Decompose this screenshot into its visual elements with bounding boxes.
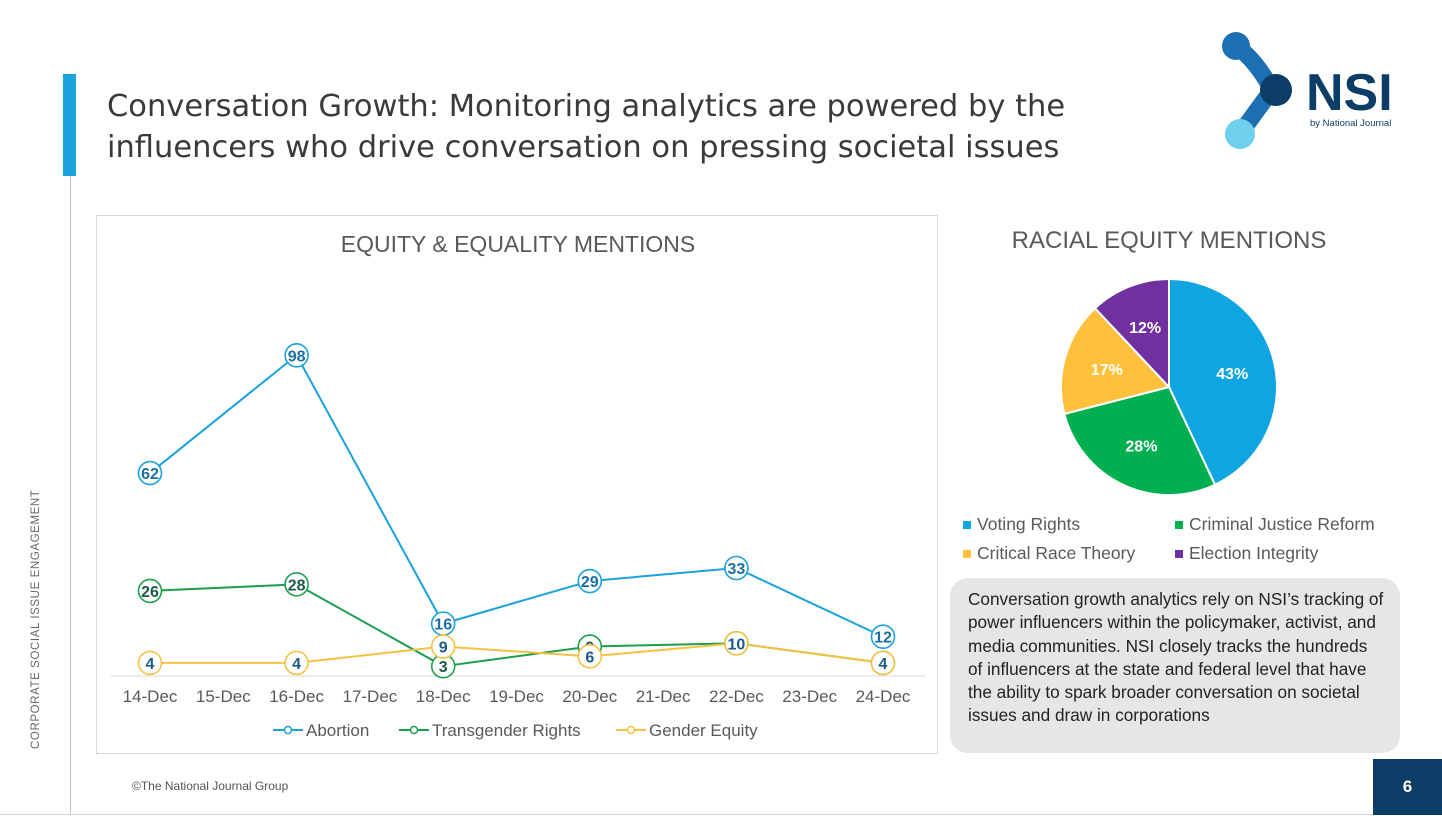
- page-title: Conversation Growth: Monitoring analytic…: [107, 86, 1167, 168]
- logo-wordmark: NSI: [1306, 64, 1393, 122]
- series-line: [149, 353, 884, 638]
- line-series-group: [149, 353, 884, 668]
- x-tick-label: 14-Dec: [123, 687, 178, 706]
- bottom-divider: [0, 814, 1442, 815]
- legend-marker-swatch: [626, 725, 636, 735]
- x-tick-label: 23-Dec: [782, 687, 837, 706]
- x-tick-label: 21-Dec: [636, 687, 691, 706]
- pie-legend-label: Election Integrity: [1189, 543, 1319, 563]
- legend-color-swatch: [963, 549, 971, 558]
- pie-slice: [1168, 277, 1278, 487]
- line-chart-title: EQUITY & EQUALITY MENTIONS: [341, 231, 695, 257]
- data-label: 16: [434, 617, 452, 634]
- legend-label: Transgender Rights: [432, 721, 581, 740]
- data-point-marker: [137, 578, 163, 604]
- data-label: 4: [292, 656, 301, 673]
- page-title-line-2: influencers who drive conversation on pr…: [107, 130, 1060, 165]
- pie-slice: [1093, 277, 1170, 390]
- data-label: 10: [728, 636, 746, 653]
- data-label: 4: [879, 656, 888, 673]
- data-label: 29: [581, 574, 599, 591]
- series-line: [149, 583, 884, 668]
- data-point-marker: [137, 460, 163, 486]
- page-title-line-1: Conversation Growth: Monitoring analytic…: [107, 89, 1066, 124]
- pie-legend-item: Criminal Justice Reform: [1175, 514, 1375, 535]
- data-label: 26: [141, 584, 159, 601]
- x-tick-label: 19-Dec: [489, 687, 544, 706]
- legend-label: Abortion: [306, 721, 369, 740]
- copyright-text: ©The National Journal Group: [132, 779, 289, 793]
- data-label: 4: [146, 656, 155, 673]
- x-tick-label: 17-Dec: [342, 687, 397, 706]
- line-chart-panel: EQUITY & EQUALITY MENTIONS 14-Dec 15-Dec 1…: [96, 215, 938, 754]
- data-label-group: 6298162933122628391044496104: [137, 342, 896, 679]
- data-label: 12: [874, 630, 892, 647]
- line-chart: EQUITY & EQUALITY MENTIONS 14-Dec 15-Dec 1…: [111, 231, 925, 740]
- pie-slice: [1063, 385, 1217, 496]
- data-point-marker: [870, 650, 896, 676]
- side-section-label: CORPORATE SOCIAL ISSUE ENGAGEMENT: [30, 489, 42, 749]
- data-point-marker: [284, 342, 309, 368]
- pie-chart-title: RACIAL EQUITY MENTIONS: [1011, 227, 1327, 254]
- x-tick-label: 24-Dec: [856, 687, 911, 706]
- data-point-marker: [577, 568, 603, 594]
- data-label: 9: [439, 640, 448, 657]
- pie-slice-label: 12%: [1129, 320, 1161, 337]
- line-chart-legend: Abortion Transgender Rights Gender Equity: [273, 721, 758, 740]
- x-tick-label: 15-Dec: [196, 687, 251, 706]
- data-label: 6: [585, 649, 594, 666]
- pie-chart: 43% 28% 17% 12%: [1060, 277, 1278, 496]
- nsi-logo: NSI by National Journal: [1222, 32, 1393, 149]
- data-label: 28: [288, 577, 306, 594]
- pie-legend-label: Criminal Justice Reform: [1189, 514, 1375, 534]
- data-point-marker: [724, 555, 749, 581]
- data-label: 3: [439, 659, 448, 676]
- legend-label: Gender Equity: [649, 721, 758, 740]
- callout-text-box: Conversation growth analytics rely on NS…: [950, 578, 1400, 753]
- x-axis-ticks: 14-Dec 15-Dec 16-Dec 17-Dec 18-Dec 19-Dec 20-D…: [123, 687, 911, 706]
- x-tick-label: 20-Dec: [562, 687, 617, 706]
- data-point-marker: [137, 650, 163, 676]
- legend-color-swatch: [963, 520, 971, 529]
- legend-marker-swatch: [283, 725, 293, 735]
- pie-slice: [1060, 306, 1171, 416]
- data-point-marker: [870, 624, 896, 650]
- x-tick-label: 16-Dec: [269, 687, 324, 706]
- legend-marker-swatch: [409, 725, 419, 735]
- data-point-marker: [284, 650, 309, 676]
- legend-color-swatch: [1175, 520, 1183, 529]
- pie-slice-label: 28%: [1125, 439, 1157, 456]
- data-point-marker: [284, 572, 309, 597]
- data-point-marker: [724, 630, 749, 656]
- series-line: [150, 642, 884, 664]
- pie-legend-label: Voting Rights: [977, 514, 1081, 534]
- data-label: 98: [288, 348, 306, 365]
- pie-legend-item: Voting Rights: [963, 514, 1080, 535]
- pie-legend-item: Critical Race Theory: [963, 543, 1135, 564]
- pie-legend-label: Critical Race Theory: [977, 543, 1136, 563]
- pie-slice-label: 17%: [1091, 362, 1123, 379]
- data-point-marker: [430, 634, 456, 659]
- title-accent-bar: [63, 74, 76, 176]
- data-label: 62: [141, 466, 159, 483]
- data-label: 33: [728, 561, 746, 578]
- logo-tagline: by National Journal: [1310, 118, 1391, 129]
- legend-color-swatch: [1175, 549, 1183, 558]
- pie-legend-item: Election Integrity: [1175, 543, 1318, 564]
- x-tick-label: 18-Dec: [416, 687, 471, 706]
- left-divider: [70, 176, 71, 814]
- data-point-marker: [577, 644, 603, 669]
- x-tick-label: 22-Dec: [709, 687, 764, 706]
- pie-slice-label: 43%: [1216, 366, 1248, 383]
- page-number: 6: [1373, 759, 1442, 815]
